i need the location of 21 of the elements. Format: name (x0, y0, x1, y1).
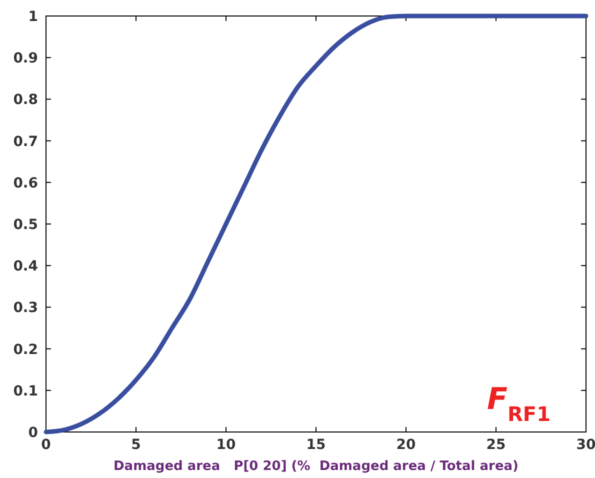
line-series (44, 14, 588, 434)
y-tick-label: 0.3 (13, 300, 38, 316)
y-tick-label: 0.4 (13, 258, 38, 275)
y-tick-label: 0.8 (13, 92, 38, 108)
y-tick-label: 0.2 (13, 342, 38, 358)
x-axis-title: Damaged area P[0 20] (% Damaged area / Total area) (114, 459, 518, 474)
y-tick-label: 0.6 (13, 175, 38, 192)
annotation: F$_{RF1}$ (487, 382, 550, 426)
x-tick-label: 15 (306, 437, 326, 453)
x-tick-label: 5 (131, 437, 141, 453)
y-tick-label: 0 (28, 425, 38, 441)
x-tick-label: 20 (396, 437, 416, 453)
y-tick-label: 0.5 (13, 217, 38, 233)
y-tick-label: 0.9 (13, 50, 38, 67)
y-tick-label: 0.7 (13, 134, 38, 150)
x-tick-label: 25 (486, 437, 506, 453)
x-tick-label: 10 (216, 437, 236, 453)
x-tick-label: 0 (41, 437, 52, 453)
y-tick-label: 1 (28, 9, 38, 25)
y-tick-label: 0.1 (13, 383, 38, 400)
x-tick-label: 30 (576, 437, 595, 453)
